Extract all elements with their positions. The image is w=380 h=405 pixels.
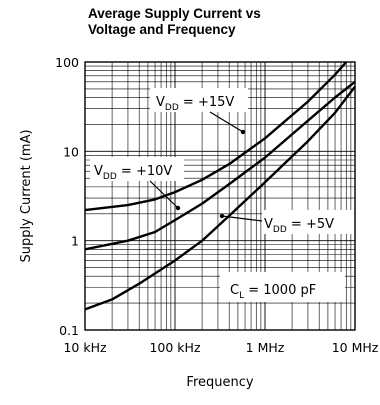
series-label-arrowhead <box>240 129 246 135</box>
series-label-bg <box>262 210 354 234</box>
x-tick-label: 10 kHz <box>63 340 107 355</box>
series-label-3: VDD = +5V <box>264 217 334 235</box>
annotation-load-capacitance: CL = 1000 pF <box>230 283 316 301</box>
annotation-box <box>220 272 345 302</box>
y-tick-label: 0.1 <box>59 323 79 338</box>
x-tick-label: 10 MHz <box>332 340 379 355</box>
series-line-3 <box>84 85 356 311</box>
y-tick-label: 100 <box>55 55 79 70</box>
series-label-leader <box>209 111 244 133</box>
series-label-1: VDD = +15V <box>156 95 234 113</box>
series-line-1 <box>84 61 348 212</box>
series-label-2: VDD = +10V <box>94 164 172 182</box>
series-label-bg <box>90 157 184 181</box>
series-line-2 <box>84 80 356 251</box>
series-label-leader <box>221 215 263 222</box>
plot-frame <box>84 61 356 331</box>
chart-title: Average Supply Current vs Voltage and Fr… <box>88 6 261 38</box>
x-tick-label: 1 MHz <box>246 340 285 355</box>
series-label-leader <box>149 180 179 209</box>
y-tick-label: 10 <box>63 144 79 159</box>
series-label-arrowhead <box>175 205 181 211</box>
y-tick-label: 1 <box>71 234 79 249</box>
series-label-bg <box>150 88 248 112</box>
series-label-arrowhead <box>219 213 225 219</box>
x-tick-label: 100 kHz <box>149 340 200 355</box>
x-axis-label: Frequency <box>186 375 253 390</box>
chart-title-line-2: Voltage and Frequency <box>88 22 236 37</box>
chart-title-line-1: Average Supply Current vs <box>88 6 261 21</box>
y-axis-label: Supply Current (mA) <box>19 129 34 262</box>
